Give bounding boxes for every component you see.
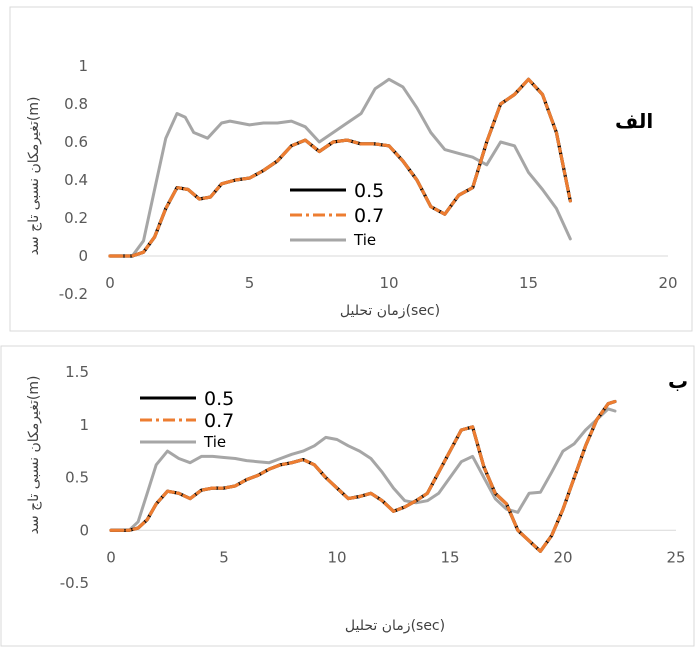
x-tick-label: 5: [245, 274, 255, 292]
chart-panel-be: ب تغیرمکان نسبی تاج سد(m) زمان تحلیل(sec…: [0, 345, 695, 647]
x-tick-label: 15: [519, 274, 538, 292]
y-tick-label: 1: [79, 416, 89, 434]
x-tick-label: 10: [327, 548, 346, 566]
y-tick-label: 0: [79, 521, 89, 539]
x-tick-label: 20: [553, 548, 572, 566]
y-tick-label: 0.5: [65, 469, 89, 487]
legend-label: 0.7: [204, 410, 234, 432]
x-tick-label: 20: [658, 274, 677, 292]
series-line-Tie: [108, 77, 572, 258]
y-tick-label: 0.8: [64, 95, 88, 113]
y-axis-title: تغیرمکان نسبی تاج سد(m): [26, 97, 42, 256]
y-tick-label: 1: [78, 57, 88, 75]
y-tick-label: 0.2: [64, 209, 88, 227]
x-tick-label: 0: [105, 274, 115, 292]
x-tick-label: 10: [379, 274, 398, 292]
legend-label: Tie: [203, 433, 226, 451]
y-axis-title: تغیرمکان نسبی تاج سد(m): [26, 376, 42, 535]
x-axis-title: زمان تحلیل(sec): [345, 618, 445, 634]
legend-label: 0.7: [354, 205, 384, 227]
legend-label: Tie: [353, 231, 376, 249]
panel-label: الف: [615, 109, 653, 133]
chart-panel-alef: الف تغیرمکان نسبی تاج سد(m) زمان تحلیل(s…: [9, 6, 693, 332]
legend-label: 0.5: [354, 180, 384, 202]
y-tick-label: 0.4: [64, 171, 88, 189]
x-tick-label: 15: [440, 548, 459, 566]
y-tick-label: -0.2: [59, 285, 88, 303]
x-tick-label: 0: [106, 548, 116, 566]
series-line-Tie: [109, 407, 617, 532]
x-tick-label: 25: [666, 548, 685, 566]
panel-frame: [9, 6, 693, 332]
y-tick-label: -0.5: [60, 574, 89, 592]
series-line-0.7: [108, 77, 572, 258]
y-tick-label: 0: [78, 247, 88, 265]
y-tick-label: 1.5: [65, 363, 89, 381]
series-line-0.7: [109, 399, 617, 553]
x-tick-label: 5: [219, 548, 229, 566]
x-axis-title: زمان تحلیل(sec): [340, 303, 440, 319]
legend-label: 0.5: [204, 388, 234, 410]
panel-label: ب: [668, 369, 688, 393]
y-tick-label: 0.6: [64, 133, 88, 151]
